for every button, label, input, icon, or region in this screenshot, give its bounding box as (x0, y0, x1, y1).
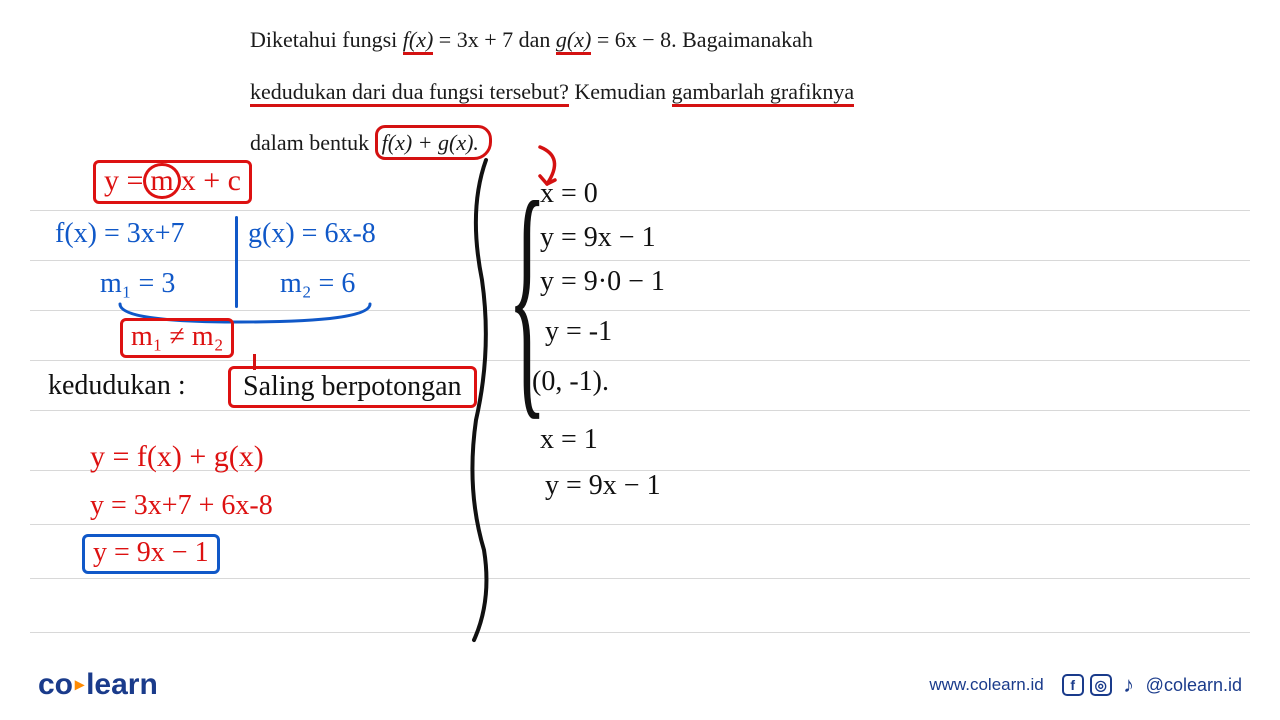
page-root: Diketahui fungsi f(x) = 3x + 7 dan g(x) … (0, 0, 1280, 720)
pl2-a: kedudukan dari dua fungsi tersebut? (250, 79, 569, 107)
kedudukan-label: kedudukan : (48, 370, 186, 402)
brand-logo: co▸learn (38, 668, 158, 702)
pl1-fx: f(x) (403, 27, 434, 55)
ymc-rest: x + c (181, 164, 241, 197)
brand-dot-icon: ▸ (73, 674, 86, 694)
instagram-icon: ◎ (1090, 674, 1112, 696)
mneq-to-ked-connector (253, 354, 256, 370)
eq-gx: g(x) = 6x-8 (248, 218, 376, 250)
r-x1: x = 1 (540, 424, 598, 456)
tiktok-icon: ♪ (1118, 674, 1140, 696)
eq-m1: m₁ = 3 (100, 268, 175, 300)
brand-learn: learn (86, 668, 158, 701)
problem-line-3: dalam bentuk f(x) + g(x). (250, 117, 1080, 169)
pl2-c: gambarlah grafiknya (672, 79, 855, 107)
eq-fx: f(x) = 3x+7 (55, 218, 185, 250)
kedudukan-box: Saling berpotongan (228, 366, 477, 408)
fg-divider (235, 216, 238, 308)
r-y2: y = 9·0 − 1 (540, 266, 665, 298)
footer: co▸learn www.colearn.id f ◎ ♪ @colearn.i… (38, 668, 1242, 702)
ymc-m: m (143, 163, 180, 199)
r-x0: x = 0 (540, 178, 598, 210)
eq-sum-result-box: y = 9x − 1 (82, 534, 220, 574)
r-pt: (0, -1). (532, 366, 609, 398)
footer-handle: @colearn.id (1146, 675, 1242, 696)
pl1-c: = 6x − 8. Bagaimanakah (591, 27, 813, 52)
pl1-a: Diketahui fungsi (250, 27, 403, 52)
ymc-y: y = (104, 164, 143, 197)
pl3-a: dalam bentuk (250, 130, 375, 155)
center-divider (458, 150, 498, 645)
pl1-gx: g(x) (556, 27, 591, 55)
pl2-b: Kemudian (569, 79, 672, 104)
kedudukan-value: Saling berpotongan (228, 366, 477, 408)
eq-mneq: m₁ ≠ m₂ (120, 318, 234, 358)
eq-sum-expand: y = 3x+7 + 6x-8 (90, 490, 273, 522)
eq-ymxc: y =mx + c (93, 160, 252, 204)
brand-co: co (38, 668, 73, 701)
footer-url: www.colearn.id (929, 675, 1043, 695)
eq-m2: m₂ = 6 (280, 268, 355, 300)
r-y1: y = 9x − 1 (540, 222, 656, 254)
r-y4: y = 9x − 1 (545, 470, 661, 502)
eq-sum-result: y = 9x − 1 (82, 534, 220, 574)
eq-mneq-box: m₁ ≠ m₂ (120, 318, 234, 358)
r-y3: y = -1 (545, 316, 612, 348)
eq-ymxc-box: y =mx + c (93, 160, 252, 204)
pl1-b: = 3x + 7 dan (433, 27, 556, 52)
eq-sum-y: y = f(x) + g(x) (90, 440, 264, 474)
problem-text: Diketahui fungsi f(x) = 3x + 7 dan g(x) … (250, 14, 1080, 169)
footer-right: www.colearn.id f ◎ ♪ @colearn.id (929, 674, 1242, 696)
facebook-icon: f (1062, 674, 1084, 696)
problem-line-1: Diketahui fungsi f(x) = 3x + 7 dan g(x) … (250, 14, 1080, 66)
problem-line-2: kedudukan dari dua fungsi tersebut? Kemu… (250, 66, 1080, 118)
